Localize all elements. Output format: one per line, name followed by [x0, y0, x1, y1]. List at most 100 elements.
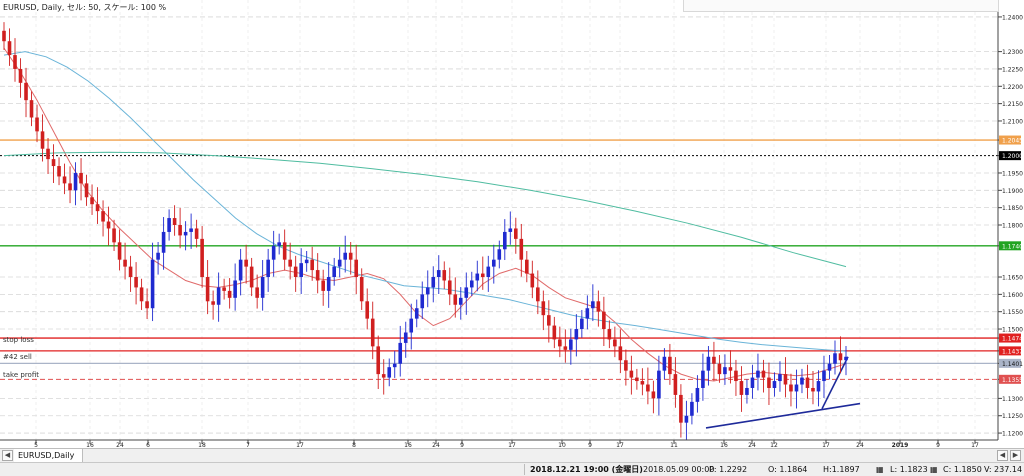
time-tick-label: 6 [146, 442, 150, 448]
candle-body [684, 415, 689, 423]
price-tick-label: 1.2400 [1002, 14, 1023, 21]
price-level-tag [999, 151, 1021, 161]
time-tick-label: 17 [971, 442, 979, 448]
candle-body [491, 259, 496, 267]
tab-eurusd-daily[interactable]: EURUSD,Daily [14, 449, 84, 462]
candle-body [701, 370, 705, 388]
status-volume: V: 237.14 [984, 465, 1023, 474]
price-tick-label: 1.1437 [1002, 348, 1023, 355]
candle-body [161, 231, 166, 253]
candles [2, 22, 848, 440]
candle-body [216, 287, 221, 305]
candle-body [695, 387, 700, 402]
time-tick-label: 5 [34, 442, 38, 448]
candle-body [585, 308, 590, 319]
candle-body [772, 381, 777, 388]
price-level-tag [999, 358, 1021, 368]
candle-body [668, 356, 672, 375]
candle-body [436, 270, 441, 278]
candle-body [381, 374, 386, 378]
time-tick-label: 9 [936, 442, 940, 448]
candle-body [679, 394, 683, 423]
candle-body [816, 381, 821, 392]
indicator-lines [3, 47, 861, 429]
candle-body [244, 259, 248, 267]
candle-body [2, 30, 6, 42]
candle-body [591, 301, 595, 309]
candle-body [712, 356, 716, 364]
time-tick-label: 17 [616, 442, 624, 448]
candle-body [475, 273, 480, 281]
candle-body [73, 172, 78, 191]
candle-body [156, 252, 160, 260]
candle-body [690, 401, 694, 416]
candle-body [569, 339, 573, 350]
candle-body [783, 374, 788, 385]
candle-body [442, 270, 447, 281]
candle-body [29, 100, 34, 118]
price-tick-label: 1.1200 [1002, 431, 1023, 438]
candle-body [508, 228, 513, 232]
candle-body [574, 329, 579, 340]
tab-scroll-left-icon[interactable]: ◀ [997, 450, 1008, 461]
price-tick-label: 1.1650 [1002, 275, 1023, 282]
candle-body [723, 367, 727, 375]
status-price: P: 1.2292 [709, 465, 748, 474]
candle-body [172, 218, 177, 225]
candle-body [194, 228, 199, 239]
take-profit-label: take profit [3, 371, 39, 379]
candle-body [519, 238, 524, 260]
candle-body [464, 287, 469, 298]
candle-body [739, 381, 744, 395]
candle-body [392, 363, 397, 368]
status-close: C: 1.1850 [943, 465, 982, 474]
candle-body [497, 249, 502, 260]
candle-body [657, 370, 661, 399]
price-tick-label: 1.2150 [1002, 101, 1023, 108]
tab-left-arrow-icon[interactable]: ◀ [2, 450, 13, 461]
chart-grid-icon: ▦ [876, 465, 884, 474]
tab-scroll-right-icon[interactable]: ▶ [1010, 450, 1021, 461]
time-tick-label: 10 [558, 442, 566, 448]
price-tick-label: 1.1950 [1002, 170, 1023, 177]
candle-body [271, 245, 276, 260]
price-tick-label: 1.1740 [1002, 243, 1023, 250]
price-tick-label: 1.1550 [1002, 309, 1023, 316]
price-tick-label: 1.1355 [1002, 377, 1023, 384]
candle-body [282, 242, 287, 260]
candle-body [238, 259, 243, 281]
candle-body [706, 356, 711, 371]
candle-body [57, 166, 61, 177]
time-tick-label: 7 [246, 442, 250, 448]
candle-body [717, 363, 722, 375]
time-axis: 5 16 24 6 18 7 17 8 16 24 9 17 10 9 17 11 16 24 12 17 24 2019… [0, 439, 998, 448]
candle-body [222, 287, 226, 291]
candle-body [35, 117, 39, 132]
candle-body [822, 370, 826, 382]
status-datetime: 2018.12.21 19:00 (金曜日) [530, 465, 643, 474]
candle-body [40, 131, 45, 149]
candle-body [602, 311, 606, 330]
candle-body [24, 82, 28, 101]
candlestick-chart[interactable]: 1.2400 1.2300 1.2250 1.2200 1.2150 1.2100 1.20… [0, 0, 1024, 448]
price-tick-label: 1.2100 [1002, 118, 1023, 125]
candle-body [46, 148, 50, 160]
candle-body [800, 377, 804, 385]
price-tick-label: 1.1250 [1002, 413, 1023, 420]
candle-body [183, 231, 188, 236]
candle-body [789, 384, 793, 392]
status-open: O: 1.1864 [768, 465, 808, 474]
price-tick-label: 1.1600 [1002, 292, 1023, 299]
price-level-tag [999, 135, 1021, 145]
candle-body [205, 277, 210, 302]
candle-body [117, 242, 122, 260]
price-tick-label: 1.1500 [1002, 327, 1023, 334]
candle-body [315, 270, 320, 281]
time-tick-label: 16 [720, 442, 728, 448]
chart-grid-icon-2: ▦ [930, 465, 938, 474]
candle-body [734, 370, 738, 382]
candle-body [343, 252, 348, 260]
time-tick-label: 17 [508, 442, 516, 448]
candle-body [13, 55, 17, 69]
time-tick-label: 16 [86, 442, 94, 448]
